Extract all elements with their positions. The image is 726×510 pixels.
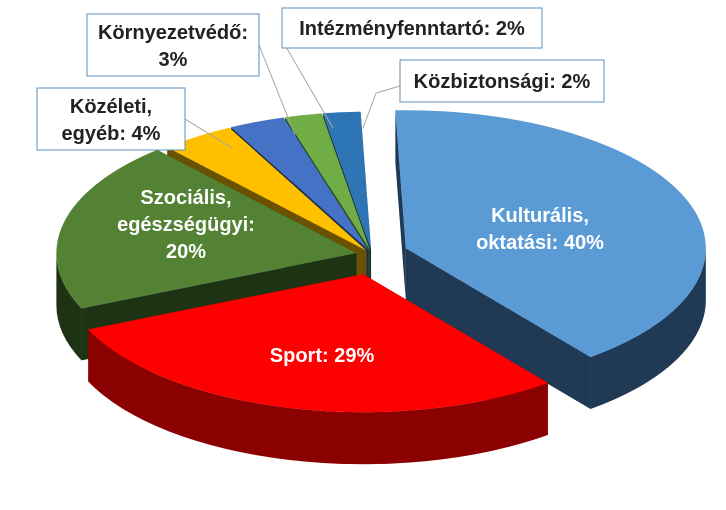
leader-line-6 <box>362 85 401 129</box>
callout-box-6 <box>399 59 605 103</box>
slice-2 <box>56 149 357 309</box>
slice-0-edge-1 <box>405 248 591 409</box>
data-label-sport: Sport: 29% <box>270 345 375 367</box>
slice-4 <box>231 117 369 250</box>
slice-5 <box>285 113 370 250</box>
slice-2-wall <box>56 253 82 361</box>
slice-0-wall <box>590 248 706 409</box>
data-labels: Kulturális, oktatási: 40% Sport: 29% Szociá… <box>36 7 605 367</box>
data-label-3: Közéleti, egyéb: 4% <box>62 96 161 145</box>
data-label-6: Közbiztonsági: 2% <box>414 71 591 93</box>
callout-box-3 <box>36 87 186 151</box>
data-label-szocialis: Szociális, egészségügyi: 20% <box>117 187 255 263</box>
callout-box-5 <box>281 7 543 49</box>
slice-6 <box>323 111 372 250</box>
slice-1-wall <box>88 329 548 465</box>
leader-line-4 <box>258 44 296 136</box>
slice-0-edge-0 <box>395 110 406 301</box>
data-label-4: Környezetvédő: 3% <box>98 22 248 71</box>
data-label-5: Intézményfenntartó: 2% <box>299 18 525 40</box>
data-label-kulturalis: Kulturális, oktatási: 40% <box>476 205 604 254</box>
slice-0 <box>395 110 706 357</box>
leader-line-3 <box>184 118 233 149</box>
callout-box-4 <box>86 13 260 77</box>
leader-line-5 <box>281 39 334 129</box>
slice-1 <box>88 274 548 413</box>
slice-3 <box>167 127 367 251</box>
pie-slices <box>56 110 706 413</box>
